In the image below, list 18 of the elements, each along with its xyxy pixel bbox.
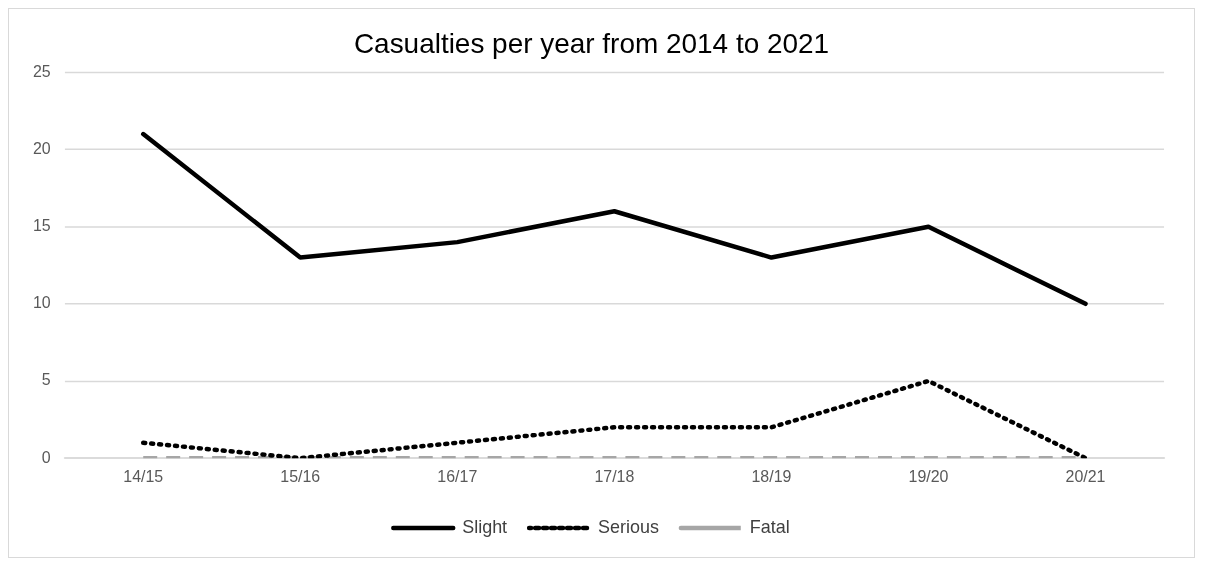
legend-label: Fatal [749,517,790,538]
line-series [140,378,1088,459]
x-tick-label: 15/16 [280,468,321,486]
legend-label: Slight [462,517,508,538]
y-tick-label: 15 [32,217,51,235]
y-tick-label: 25 [32,62,51,80]
y-tick-label: 5 [41,371,51,389]
x-tick-label: 17/18 [594,468,635,486]
x-tick-label: 14/15 [123,468,164,486]
y-tick-label: 0 [41,448,51,466]
legend-label: Serious [598,517,659,538]
x-tick-label: 20/21 [1065,468,1106,486]
x-tick-label: 18/19 [751,468,792,486]
chart-title: Casualties per year from 2014 to 2021 [353,28,830,60]
x-tick-label: 19/20 [908,468,949,486]
y-tick-label: 10 [32,294,51,312]
x-tick-label: 16/17 [437,468,478,486]
y-tick-label: 20 [32,139,51,157]
